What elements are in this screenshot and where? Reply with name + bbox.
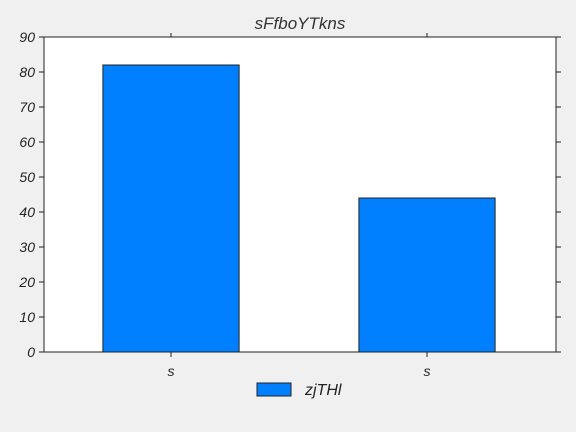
y-tick-label-6: 60 [19, 134, 35, 150]
y-tick-label-2: 20 [18, 274, 35, 290]
y-tick-label-0: 0 [27, 344, 35, 360]
y-axis: 0 10 20 30 40 50 60 70 80 90 [18, 29, 561, 360]
bars-group [102, 64, 496, 353]
legend-label: zjTHl [304, 382, 342, 399]
y-tick-label-8: 80 [19, 64, 35, 80]
bar-1 [358, 197, 496, 353]
y-tick-label-7: 70 [19, 99, 35, 115]
chart-title: sFfboYTkns [255, 14, 346, 33]
legend-swatch [256, 382, 292, 397]
x-tick-label-0: s [168, 363, 175, 379]
y-tick-label-9: 90 [19, 29, 35, 45]
y-tick-label-5: 50 [19, 169, 35, 185]
y-tick-label-3: 30 [19, 239, 35, 255]
y-tick-label-1: 10 [19, 309, 35, 325]
legend: zjTHl [256, 382, 342, 399]
x-tick-label-1: s [424, 363, 431, 379]
y-tick-label-4: 40 [19, 204, 35, 220]
bar-0 [102, 64, 240, 353]
